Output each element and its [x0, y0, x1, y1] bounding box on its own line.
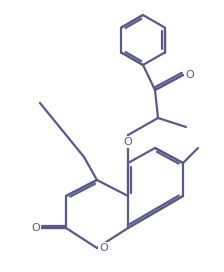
Text: O: O: [185, 70, 194, 80]
Text: O: O: [31, 223, 40, 233]
Text: O: O: [99, 243, 108, 253]
Text: O: O: [124, 137, 132, 147]
